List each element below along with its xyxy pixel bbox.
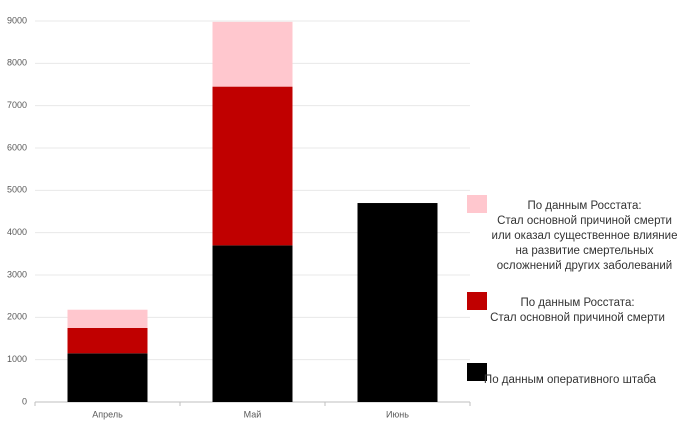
y-tick-label: 9000 <box>7 15 27 25</box>
y-tick-label: 6000 <box>7 142 27 152</box>
bar-segment <box>212 86 293 246</box>
x-tick-label: Май <box>244 409 262 419</box>
legend-swatch <box>467 292 487 310</box>
y-tick-label: 1000 <box>7 354 27 364</box>
bar-segment <box>67 353 148 402</box>
y-tick-label: 4000 <box>7 227 27 237</box>
bar-segment <box>212 21 293 87</box>
legend-label: По данным Росстата: Стал основной причин… <box>490 297 665 324</box>
y-tick-label: 5000 <box>7 185 27 195</box>
y-tick-label: 7000 <box>7 100 27 110</box>
bar-segment <box>67 327 148 354</box>
legend-swatch <box>467 195 487 213</box>
x-tick-label: Июнь <box>386 409 409 419</box>
legend-label: По данным Росстата: Стал основной причин… <box>491 200 678 272</box>
y-tick-label: 2000 <box>7 312 27 322</box>
bar-segment <box>357 203 438 402</box>
x-tick-label: Апрель <box>92 409 123 419</box>
y-tick-label: 0 <box>22 396 27 406</box>
y-tick-label: 3000 <box>7 269 27 279</box>
y-tick-label: 8000 <box>7 58 27 68</box>
bar-segment <box>67 309 148 328</box>
legend-label: По данным оперативного штаба <box>483 374 657 386</box>
legend-swatch <box>467 363 487 381</box>
bar-segment <box>212 245 293 402</box>
